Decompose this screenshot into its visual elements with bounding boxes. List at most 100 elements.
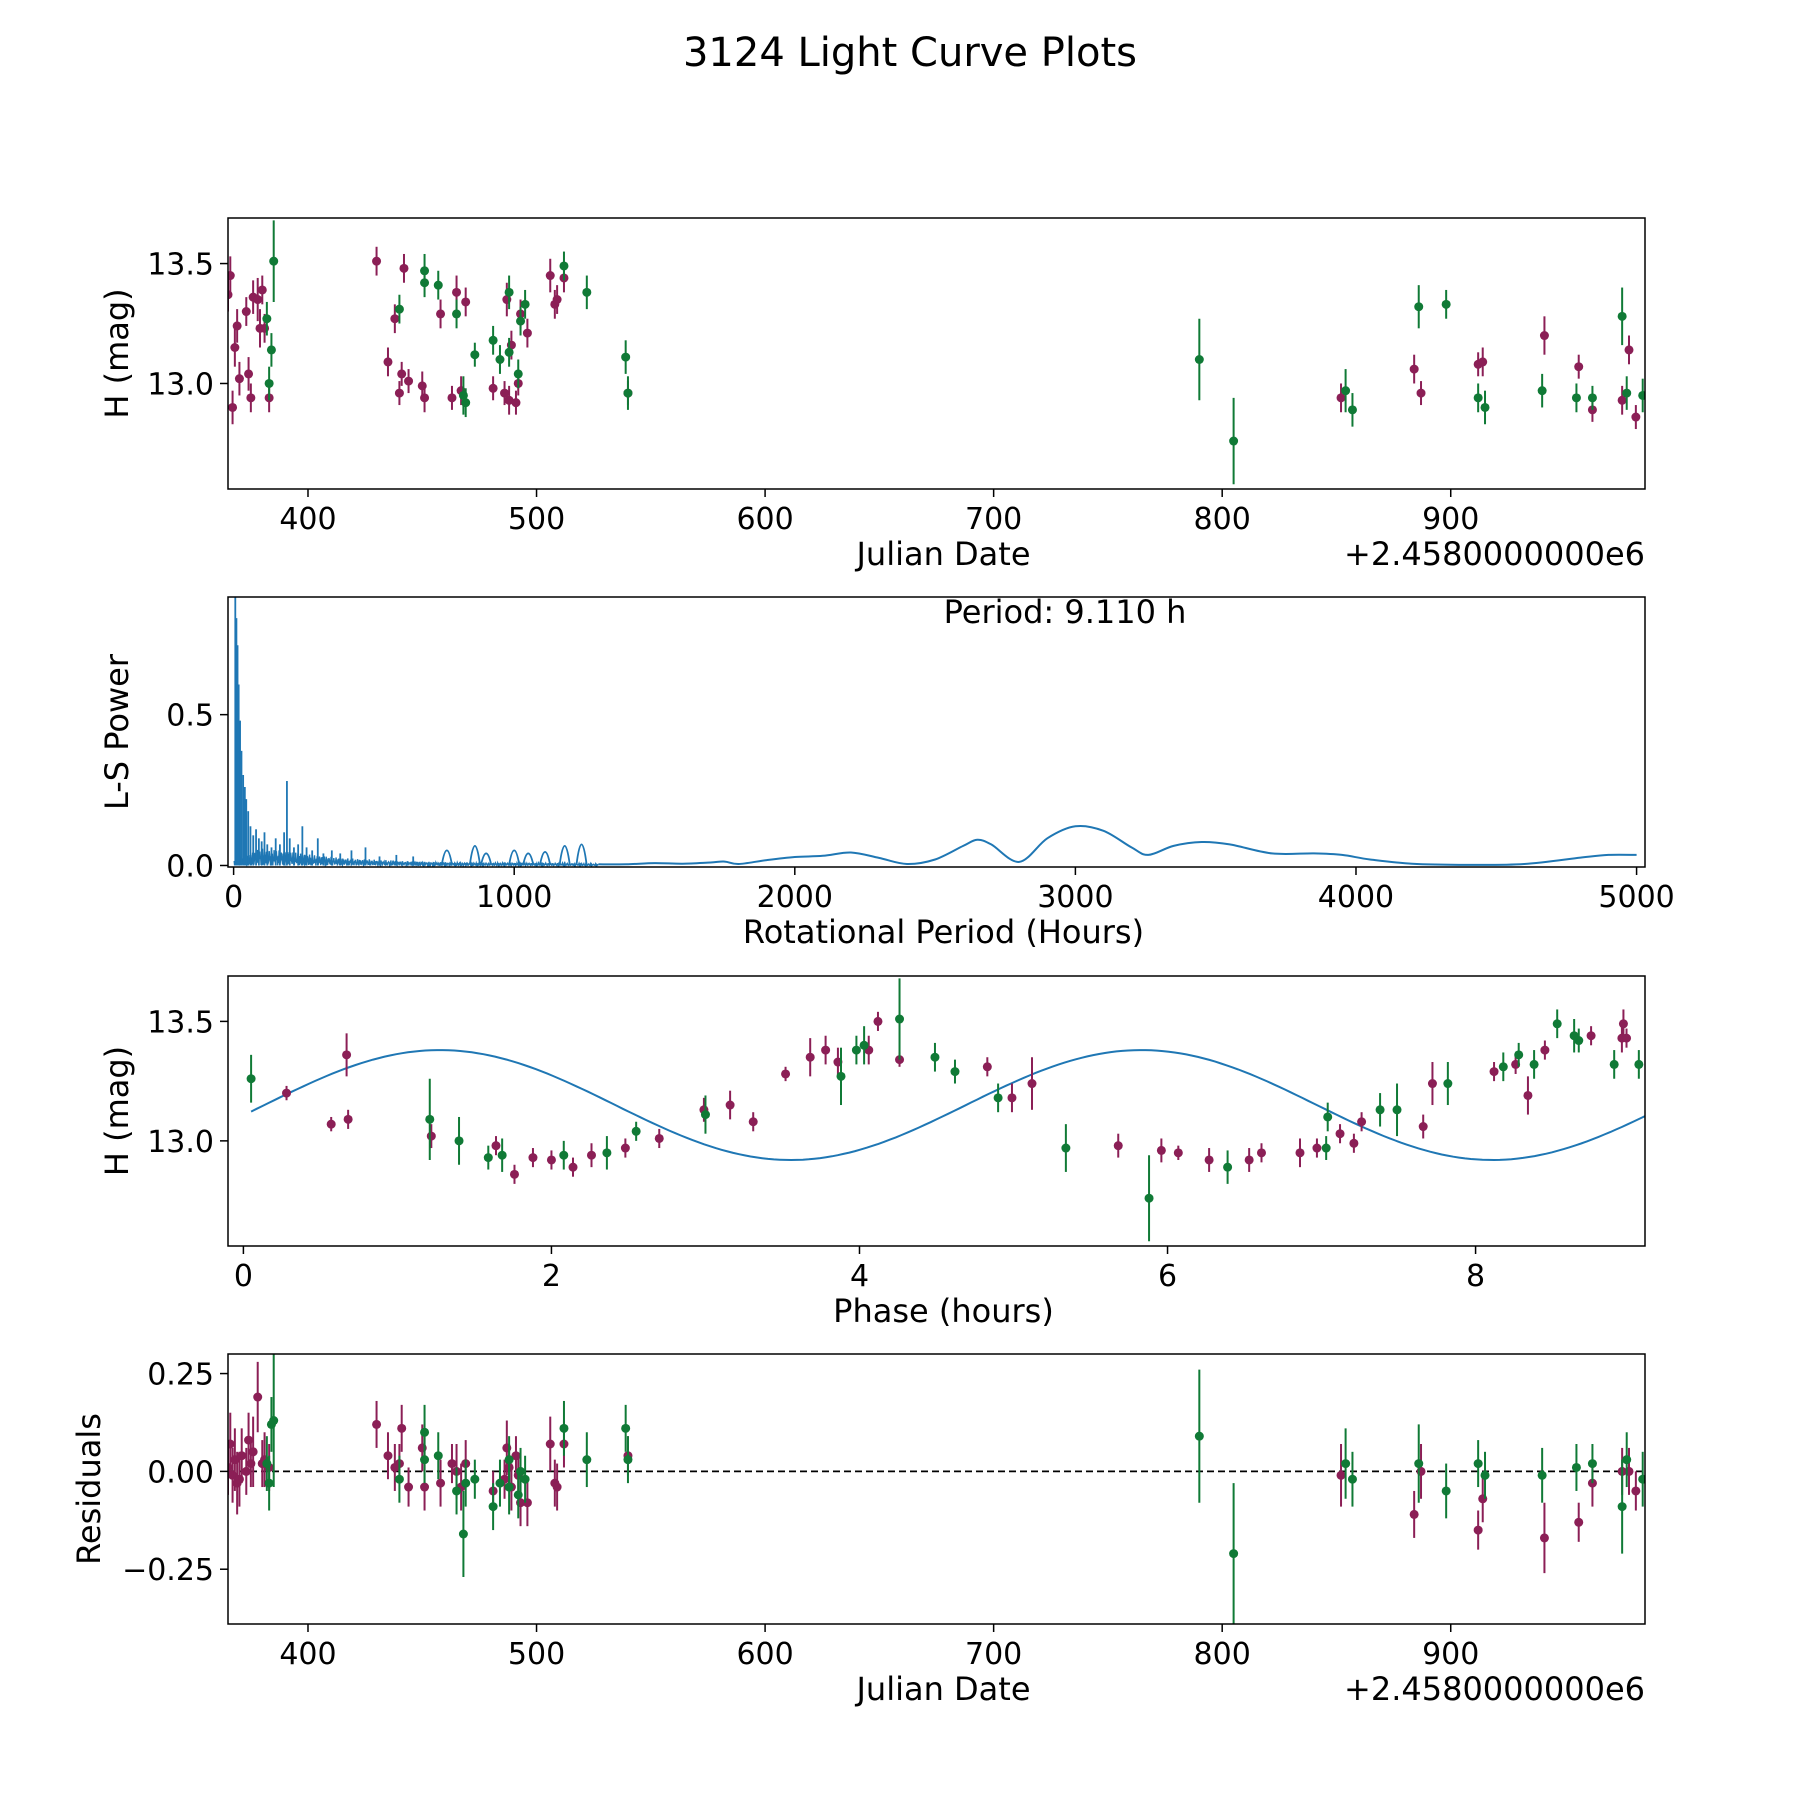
y-tick-label: 13.5 [147, 248, 214, 283]
data-point-red [552, 1482, 562, 1492]
data-point-red [241, 307, 251, 317]
x-tick-label: 8 [1466, 1259, 1485, 1294]
y-tick-label: −0.25 [122, 1553, 214, 1588]
data-point-red [1416, 388, 1426, 398]
y-tick-label: 0.25 [147, 1358, 214, 1393]
periodogram-bump [480, 852, 493, 865]
x-tick-label: 700 [965, 1637, 1022, 1672]
data-point-green [452, 309, 462, 319]
axes-residuals: 400 500 600 700 800 900 0.25 0.00 −0.25 Julian Da… [70, 1353, 1646, 1708]
data-point-green [394, 1474, 404, 1484]
plot-area [233, 597, 1637, 867]
data-point-red [1539, 331, 1549, 341]
data-point-red [390, 314, 400, 324]
data-point-red [228, 1439, 235, 1449]
axes-frame [227, 596, 1646, 868]
data-point-red [234, 374, 244, 384]
data-point-green [420, 278, 430, 288]
plot-area [246, 978, 1645, 1242]
data-point-red [1204, 1155, 1214, 1165]
data-point-green [1194, 1431, 1204, 1441]
data-point-red [1624, 345, 1634, 355]
data-point-green [520, 299, 530, 309]
data-point-red [420, 393, 430, 403]
data-point-red [1523, 1090, 1533, 1100]
data-point-red [1540, 1045, 1550, 1055]
data-point-green [1480, 402, 1490, 412]
data-point-red [1489, 1067, 1499, 1077]
data-point-red [1244, 1155, 1254, 1165]
data-point-red [461, 297, 471, 307]
data-point-red [394, 388, 404, 398]
data-point-green [420, 1455, 430, 1465]
x-tick-label: 1000 [476, 880, 552, 915]
data-point-green [1223, 1162, 1233, 1172]
data-point-red [228, 402, 238, 412]
data-point-red [447, 1459, 457, 1469]
data-point-green [420, 1427, 430, 1437]
data-point-green [623, 1455, 633, 1465]
data-point-green [1194, 354, 1204, 364]
data-point-green [1347, 405, 1357, 415]
x-tick-label: 5000 [1598, 880, 1674, 915]
data-point-red [241, 1466, 251, 1476]
data-point-green [1617, 1502, 1627, 1512]
data-point-red [399, 263, 409, 273]
data-point-green [1634, 1059, 1644, 1069]
axes-periodogram: 0 1000 2000 3000 4000 5000 0.0 0.5 Rotational Pe… [98, 593, 1675, 951]
data-point-green [631, 1126, 641, 1136]
data-point-red [522, 328, 532, 338]
data-point-red [1473, 1525, 1483, 1535]
x-tick-label: 400 [279, 502, 336, 537]
data-point-green [458, 1529, 468, 1539]
data-point-red [748, 1117, 758, 1127]
data-point-red [1295, 1148, 1305, 1158]
data-point-red [821, 1045, 831, 1055]
data-point-green [1441, 299, 1451, 309]
data-point-green [1552, 1019, 1562, 1029]
data-point-green [895, 1014, 905, 1024]
data-point-green [1529, 1059, 1539, 1069]
data-point-red [1574, 362, 1584, 372]
plot-area [228, 220, 1645, 485]
data-point-red [1156, 1145, 1166, 1155]
data-point-red [504, 395, 514, 405]
data-point-green [1537, 386, 1547, 396]
data-point-red [1539, 1533, 1549, 1543]
data-point-red [436, 309, 446, 319]
x-tick-label: 700 [965, 502, 1022, 537]
data-point-red [1618, 1019, 1628, 1029]
data-point-green [950, 1067, 960, 1077]
data-point-red [404, 376, 414, 386]
data-point-green [433, 280, 443, 290]
data-point-red [1409, 364, 1419, 374]
periodogram-smooth [598, 824, 1637, 866]
x-tick-label: 800 [1194, 502, 1251, 537]
data-point-green [1638, 1474, 1645, 1484]
x-tick-label: 4000 [1318, 880, 1394, 915]
y-tick-label: 0.00 [147, 1455, 214, 1490]
x-tick-label: 3000 [1037, 880, 1113, 915]
data-point-red [383, 1451, 393, 1461]
figure-title: 3124 Light Curve Plots [683, 30, 1137, 76]
data-point-green [1341, 386, 1351, 396]
data-point-green [1473, 1459, 1483, 1469]
periodogram-bump [575, 843, 588, 865]
data-point-red [1409, 1509, 1419, 1519]
data-point-red [545, 271, 555, 281]
data-point-green [264, 378, 274, 388]
data-point-red [397, 1423, 407, 1433]
data-point-red [372, 256, 382, 266]
x-offset-label: +2.4580000000e6 [1344, 535, 1645, 573]
periodogram-bump [468, 844, 481, 865]
x-tick-label: 2000 [757, 880, 833, 915]
data-point-green [504, 347, 514, 357]
data-point-green [513, 369, 523, 379]
data-point-red [426, 1131, 436, 1141]
data-point-green [930, 1052, 940, 1062]
axes-frame [227, 975, 1646, 1247]
data-point-green [602, 1148, 612, 1158]
data-point-red [781, 1069, 791, 1079]
y-axis-label: H (mag) [98, 1046, 136, 1176]
